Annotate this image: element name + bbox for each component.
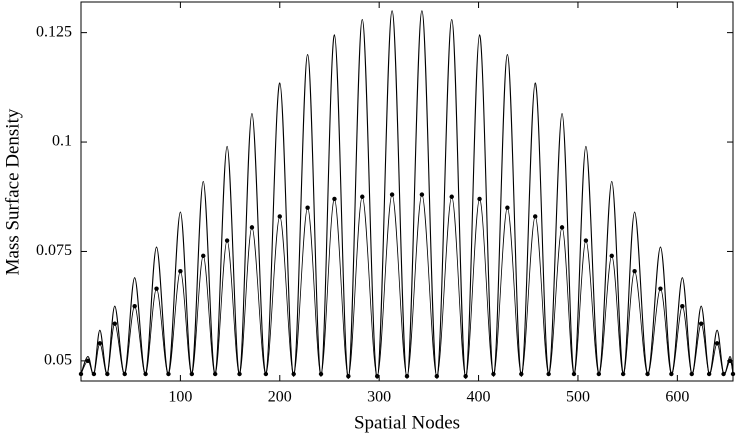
data-point	[212, 371, 218, 377]
data-line	[80, 10, 734, 379]
y-tick-label: 0.1	[52, 133, 72, 150]
y-tick-label: 0.05	[44, 352, 72, 369]
x-axis-label: Spatial Nodes	[354, 412, 460, 433]
x-tick-label: 600	[665, 389, 689, 406]
data-point	[360, 194, 365, 199]
data-point	[224, 238, 230, 243]
data-point	[237, 371, 242, 377]
data-point	[78, 371, 84, 377]
data-point	[714, 341, 720, 346]
data-point	[546, 371, 551, 377]
data-point	[97, 341, 103, 346]
data-point	[698, 321, 704, 326]
y-tick-label: 0.075	[36, 242, 72, 259]
plot-frame	[80, 1, 734, 382]
data-point	[105, 371, 110, 377]
data-point	[449, 194, 454, 199]
data-point	[583, 238, 589, 243]
y-axis-label: Mass Surface Density	[2, 108, 23, 275]
data-point	[571, 371, 577, 377]
data-point	[689, 371, 694, 377]
data-point	[609, 253, 614, 259]
data-point	[143, 371, 148, 377]
data-point	[132, 303, 137, 309]
y-tick-label: 0.125	[36, 23, 72, 40]
data-point	[374, 373, 380, 379]
data-point	[721, 371, 726, 377]
data-point	[505, 205, 510, 210]
data-point	[263, 371, 269, 377]
data-point	[404, 373, 410, 379]
data-point	[491, 371, 496, 377]
data-point	[91, 371, 97, 377]
data-point	[85, 358, 91, 364]
data-point	[463, 373, 468, 379]
data-point	[154, 286, 159, 291]
data-point	[596, 371, 602, 377]
data-point	[122, 371, 127, 377]
data-point	[419, 192, 425, 197]
data-point	[559, 225, 565, 230]
data-point	[166, 371, 171, 377]
data-point	[645, 371, 650, 377]
data-point	[318, 371, 324, 377]
data-point	[632, 268, 637, 274]
x-tick-label: 100	[168, 389, 192, 406]
x-tick-label: 300	[367, 389, 391, 406]
data-point	[533, 214, 538, 219]
data-point	[189, 371, 195, 377]
data-point	[178, 268, 183, 274]
data-point	[201, 253, 206, 259]
data-point	[346, 373, 351, 379]
data-point	[730, 371, 736, 377]
x-tick-label: 200	[268, 389, 292, 406]
data-point	[112, 321, 117, 326]
data-point	[434, 373, 440, 379]
data-point	[277, 214, 282, 219]
data-point	[332, 196, 337, 202]
data-point	[305, 205, 310, 210]
data-point	[477, 196, 482, 202]
data-point	[519, 371, 524, 377]
data-point	[669, 371, 674, 377]
x-tick-label: 500	[566, 389, 590, 406]
data-point	[706, 371, 712, 377]
data-point	[680, 303, 685, 309]
data-point	[727, 358, 733, 364]
data-point	[658, 286, 663, 291]
data-point	[249, 225, 255, 230]
data-point	[620, 371, 626, 377]
data-point	[291, 371, 296, 377]
data-point	[389, 192, 395, 197]
x-tick-label: 400	[467, 389, 491, 406]
